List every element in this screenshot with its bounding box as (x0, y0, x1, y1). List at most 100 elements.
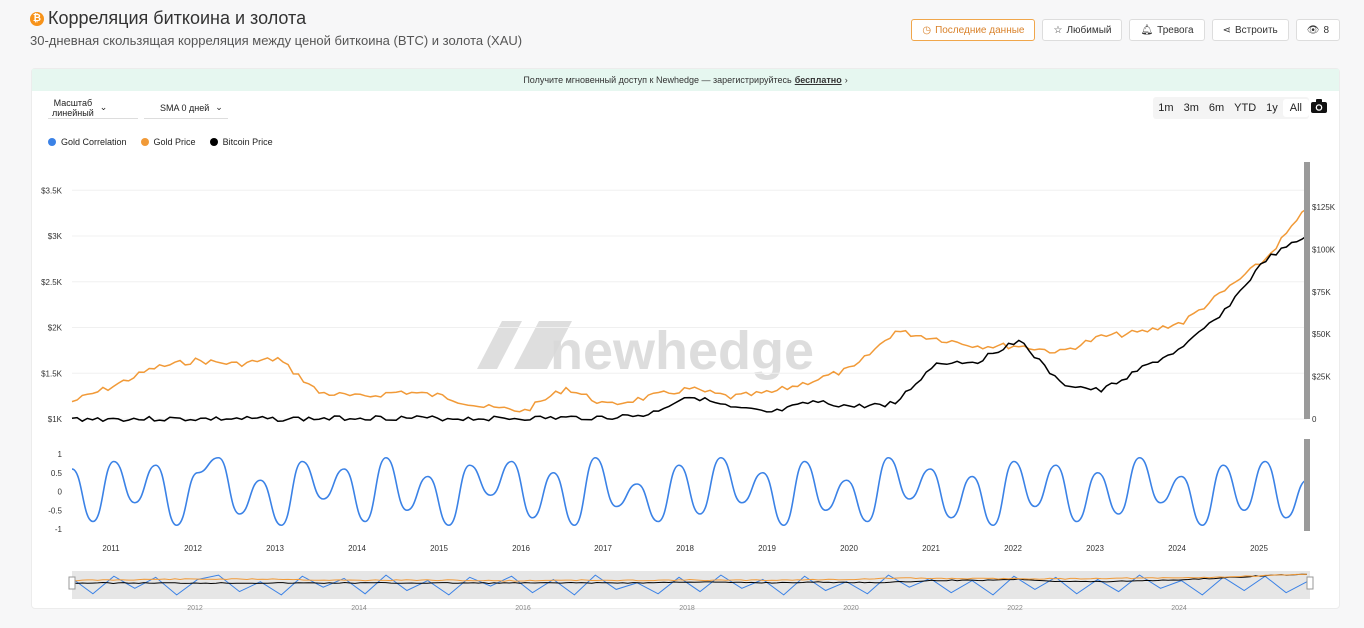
navigator-bitcoin-line (71, 573, 1308, 585)
views-count: 8 (1323, 24, 1329, 36)
chevron-down-icon: ⌄ (99, 102, 108, 112)
navigator-x-tick: 2012 (187, 605, 203, 610)
title-row: ₿ Корреляция биткоина и золота (30, 8, 1340, 29)
watermark-logo (477, 321, 572, 369)
x-tick: 2020 (840, 544, 858, 553)
page-title: Корреляция биткоина и золота (48, 8, 307, 28)
legend: Gold Correlation Gold Price Bitcoin Pric… (48, 137, 273, 147)
latest-data-label: Последние данные (935, 24, 1025, 36)
camera-icon[interactable] (1311, 99, 1327, 113)
header: ₿ Корреляция биткоина и золота 30-дневна… (30, 8, 1340, 58)
range-3m[interactable]: 3m (1183, 102, 1199, 114)
gold-price-line (71, 207, 1308, 413)
range-1m[interactable]: 1m (1158, 102, 1174, 114)
banner-link[interactable]: бесплатно (794, 75, 842, 85)
bitcoin-icon: ₿ (30, 11, 44, 26)
legend-dot (48, 138, 56, 146)
y-tick-correlation: 0 (58, 488, 63, 497)
range-ytd[interactable]: YTD (1234, 102, 1257, 114)
chart-card: Получите мгновенный доступ к Newhedge — … (31, 68, 1341, 610)
y-tick-right: 0 (1312, 415, 1317, 424)
y-tick-right: $75K (1312, 288, 1331, 297)
y-tick-left: $3.5K (41, 186, 63, 195)
navigator-x-tick: 2016 (515, 605, 531, 610)
x-tick: 2016 (512, 544, 530, 553)
range-all[interactable]: All (1282, 99, 1309, 117)
bitcoin-price-line (71, 235, 1308, 423)
x-tick: 2015 (430, 544, 448, 553)
clock-icon: ◷ (922, 24, 932, 36)
navigator-handle-right (1306, 576, 1314, 590)
embed-label: Встроить (1234, 24, 1278, 36)
header-actions: ◷ Последние данные ☆ Любимый 🔔︎ Тревога … (911, 19, 1340, 41)
x-tick: 2018 (676, 544, 694, 553)
navigator-handle-left (68, 576, 76, 590)
vertical-scrollbar (1304, 439, 1310, 531)
x-tick: 2011 (102, 544, 120, 553)
scale-select[interactable]: Масштаб линейный ⌄ (48, 97, 138, 119)
chevron-down-icon: ⌄ (215, 102, 223, 112)
y-tick-right: $125K (1312, 203, 1336, 212)
legend-item-gold-correlation[interactable]: Gold Correlation (48, 137, 127, 147)
range-selector: 1m 3m 6m YTD 1y All (1153, 97, 1309, 119)
legend-item-bitcoin-price[interactable]: Bitcoin Price (209, 137, 273, 147)
scale-label: Масштаб линейный (52, 98, 94, 118)
y-tick-left: $2.5K (41, 278, 63, 287)
latest-data-button[interactable]: ◷ Последние данные (911, 19, 1036, 41)
y-tick-left: $2K (48, 324, 63, 333)
bell-icon: 🔔︎ (1140, 24, 1154, 36)
y-tick-left: $1K (48, 415, 63, 424)
navigator-x-tick: 2022 (1007, 605, 1023, 610)
x-tick: 2017 (594, 544, 612, 553)
legend-dot (140, 138, 149, 146)
navigator-x-tick: 2018 (679, 605, 695, 610)
favorite-label: Любимый (1066, 24, 1112, 36)
y-tick-correlation: -0.5 (48, 506, 62, 515)
y-tick-correlation: 0.5 (51, 469, 63, 478)
navigator-x-tick: 2024 (1171, 605, 1187, 610)
chart-svg[interactable]: newhedge $1K $1.5K $2K $2.5K $3K $3.5K 0 $25K $50… (32, 69, 1341, 610)
watermark: newhedge (550, 321, 814, 381)
chevron-right-icon: › (844, 75, 848, 85)
legend-label: Gold Correlation (61, 137, 127, 147)
x-tick: 2019 (758, 544, 776, 553)
x-tick: 2024 (1168, 544, 1186, 553)
legend-label: Bitcoin Price (222, 137, 273, 147)
y-tick-right: $25K (1312, 373, 1331, 382)
navigator-x-tick: 2020 (843, 605, 859, 610)
star-icon: ☆ (1053, 24, 1063, 36)
x-tick: 2025 (1250, 544, 1268, 553)
legend-label: Gold Price (153, 137, 196, 147)
views-button[interactable]: 👁︎ 8 (1295, 19, 1340, 41)
sma-label: SMA 0 дней (160, 102, 210, 113)
embed-button[interactable]: ⋖ Встроить (1211, 19, 1289, 41)
y-tick-left: $3K (48, 232, 63, 241)
x-tick: 2023 (1086, 544, 1104, 553)
range-6m[interactable]: 6m (1208, 102, 1225, 114)
alert-button[interactable]: 🔔︎ Тревога (1129, 19, 1205, 41)
y-tick-right: $100K (1312, 245, 1336, 254)
x-tick: 2013 (266, 544, 284, 553)
x-tick: 2012 (184, 544, 202, 553)
range-1y[interactable]: 1y (1266, 102, 1278, 114)
x-tick: 2022 (1004, 544, 1022, 553)
y-tick-correlation: -1 (55, 525, 63, 534)
vertical-scrollbar (1304, 162, 1310, 419)
x-tick: 2014 (348, 544, 366, 553)
share-icon: ⋖ (1222, 24, 1231, 36)
sma-select[interactable]: SMA 0 дней ⌄ (144, 97, 228, 119)
page-subtitle: 30-дневная скользящая корреляция между ц… (30, 33, 523, 48)
scale-label-line2: линейный (52, 107, 94, 118)
favorite-button[interactable]: ☆ Любимый (1042, 19, 1123, 41)
navigator-x-tick: 2014 (351, 605, 367, 610)
legend-item-gold-price[interactable]: Gold Price (140, 137, 196, 147)
eye-icon: 👁︎ (1306, 24, 1320, 36)
navigator-gold-line (71, 573, 1308, 582)
x-tick: 2021 (922, 544, 940, 553)
scale-label-line1: Масштаб (53, 97, 93, 108)
gold-correlation-line (71, 456, 1308, 527)
y-tick-correlation: 1 (58, 450, 63, 459)
signup-banner[interactable]: Получите мгновенный доступ к Newhedge — … (32, 69, 1339, 91)
legend-dot (209, 138, 218, 146)
y-tick-right: $50K (1312, 330, 1331, 339)
